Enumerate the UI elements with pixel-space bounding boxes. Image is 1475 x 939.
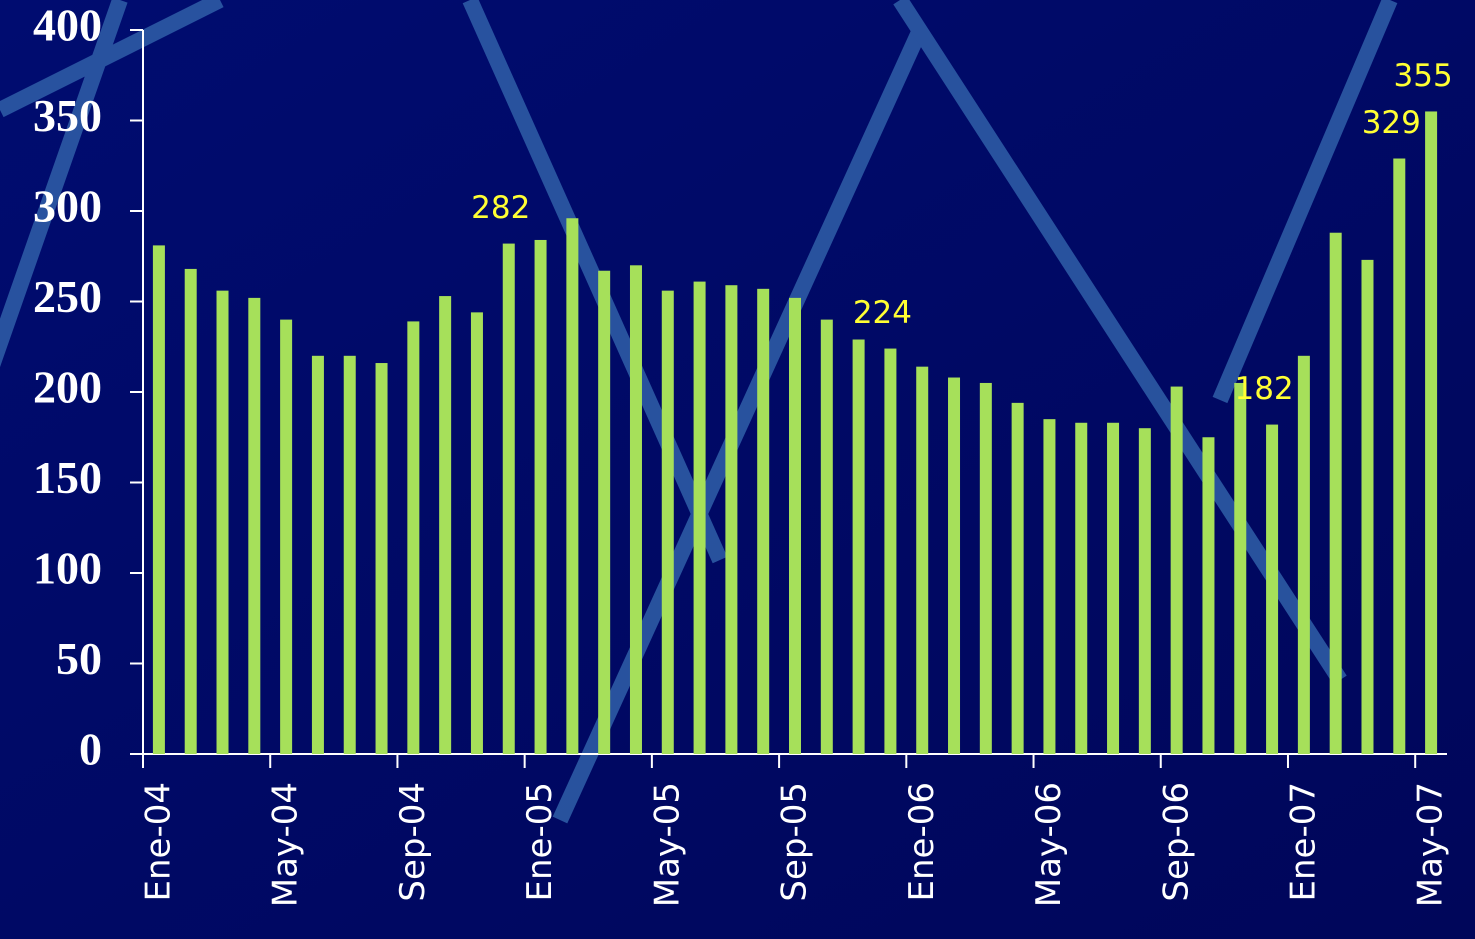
x-tick-label: Ene-04 (139, 782, 179, 901)
bar (980, 383, 992, 754)
bar (853, 340, 865, 754)
bar (1425, 111, 1437, 754)
y-tick-label: 200 (33, 362, 102, 413)
y-tick-label: 100 (33, 543, 102, 594)
bar (566, 218, 578, 754)
bar (789, 298, 801, 754)
bar (1139, 428, 1151, 754)
bar (1107, 423, 1119, 754)
bar (344, 356, 356, 754)
y-tick-label: 250 (33, 271, 102, 322)
x-tick-label: Ene-06 (902, 782, 942, 901)
bar (1330, 233, 1342, 754)
bar (662, 291, 674, 754)
bar (630, 265, 642, 754)
bar (725, 285, 737, 754)
bar (598, 271, 610, 754)
x-tick-label: May-07 (1411, 782, 1451, 907)
value-label: 329 (1362, 105, 1421, 141)
y-tick-label: 150 (33, 452, 102, 503)
bar (1266, 425, 1278, 754)
bar (884, 349, 896, 754)
bar (757, 289, 769, 754)
bar (916, 367, 928, 754)
bar (217, 291, 229, 754)
bar (535, 240, 547, 754)
y-tick-label: 300 (33, 181, 102, 232)
x-tick-label: May-04 (266, 782, 306, 907)
chart: 0 50 100 150 200 250 300 350 400 Ene-04 May-04 Sep-… (0, 0, 1475, 939)
bar (1043, 419, 1055, 754)
bar (185, 269, 197, 754)
bar (821, 320, 833, 754)
bar (503, 244, 515, 754)
bar (376, 363, 388, 754)
bar (248, 298, 260, 754)
bar (471, 312, 483, 754)
bar (1012, 403, 1024, 754)
x-tick-label: Ene-07 (1283, 782, 1323, 901)
value-label: 182 (1234, 371, 1293, 407)
y-tick-label: 350 (33, 90, 102, 141)
bar (694, 282, 706, 754)
value-label: 355 (1394, 58, 1453, 94)
bar (1298, 356, 1310, 754)
bar (280, 320, 292, 754)
value-label: 282 (471, 190, 530, 226)
bar (153, 245, 165, 754)
y-tick-label: 400 (33, 0, 102, 51)
x-tick-label: Sep-06 (1156, 782, 1196, 902)
x-tick-label: Sep-05 (775, 782, 815, 902)
value-label: 224 (853, 295, 912, 331)
x-tick-label: Ene-05 (520, 782, 560, 901)
y-tick-label: 50 (56, 633, 102, 684)
bar (1393, 159, 1405, 754)
x-tick-label: May-05 (647, 782, 687, 907)
x-tick-label: Sep-04 (393, 782, 433, 902)
y-tick-label: 0 (79, 724, 102, 775)
bar (439, 296, 451, 754)
bar (1202, 437, 1214, 754)
bar (1171, 387, 1183, 754)
bar (312, 356, 324, 754)
bar (948, 378, 960, 754)
bar (1075, 423, 1087, 754)
bar (407, 321, 419, 754)
bar (1234, 383, 1246, 754)
x-tick-label: May-06 (1029, 782, 1069, 907)
bar (1361, 260, 1373, 754)
